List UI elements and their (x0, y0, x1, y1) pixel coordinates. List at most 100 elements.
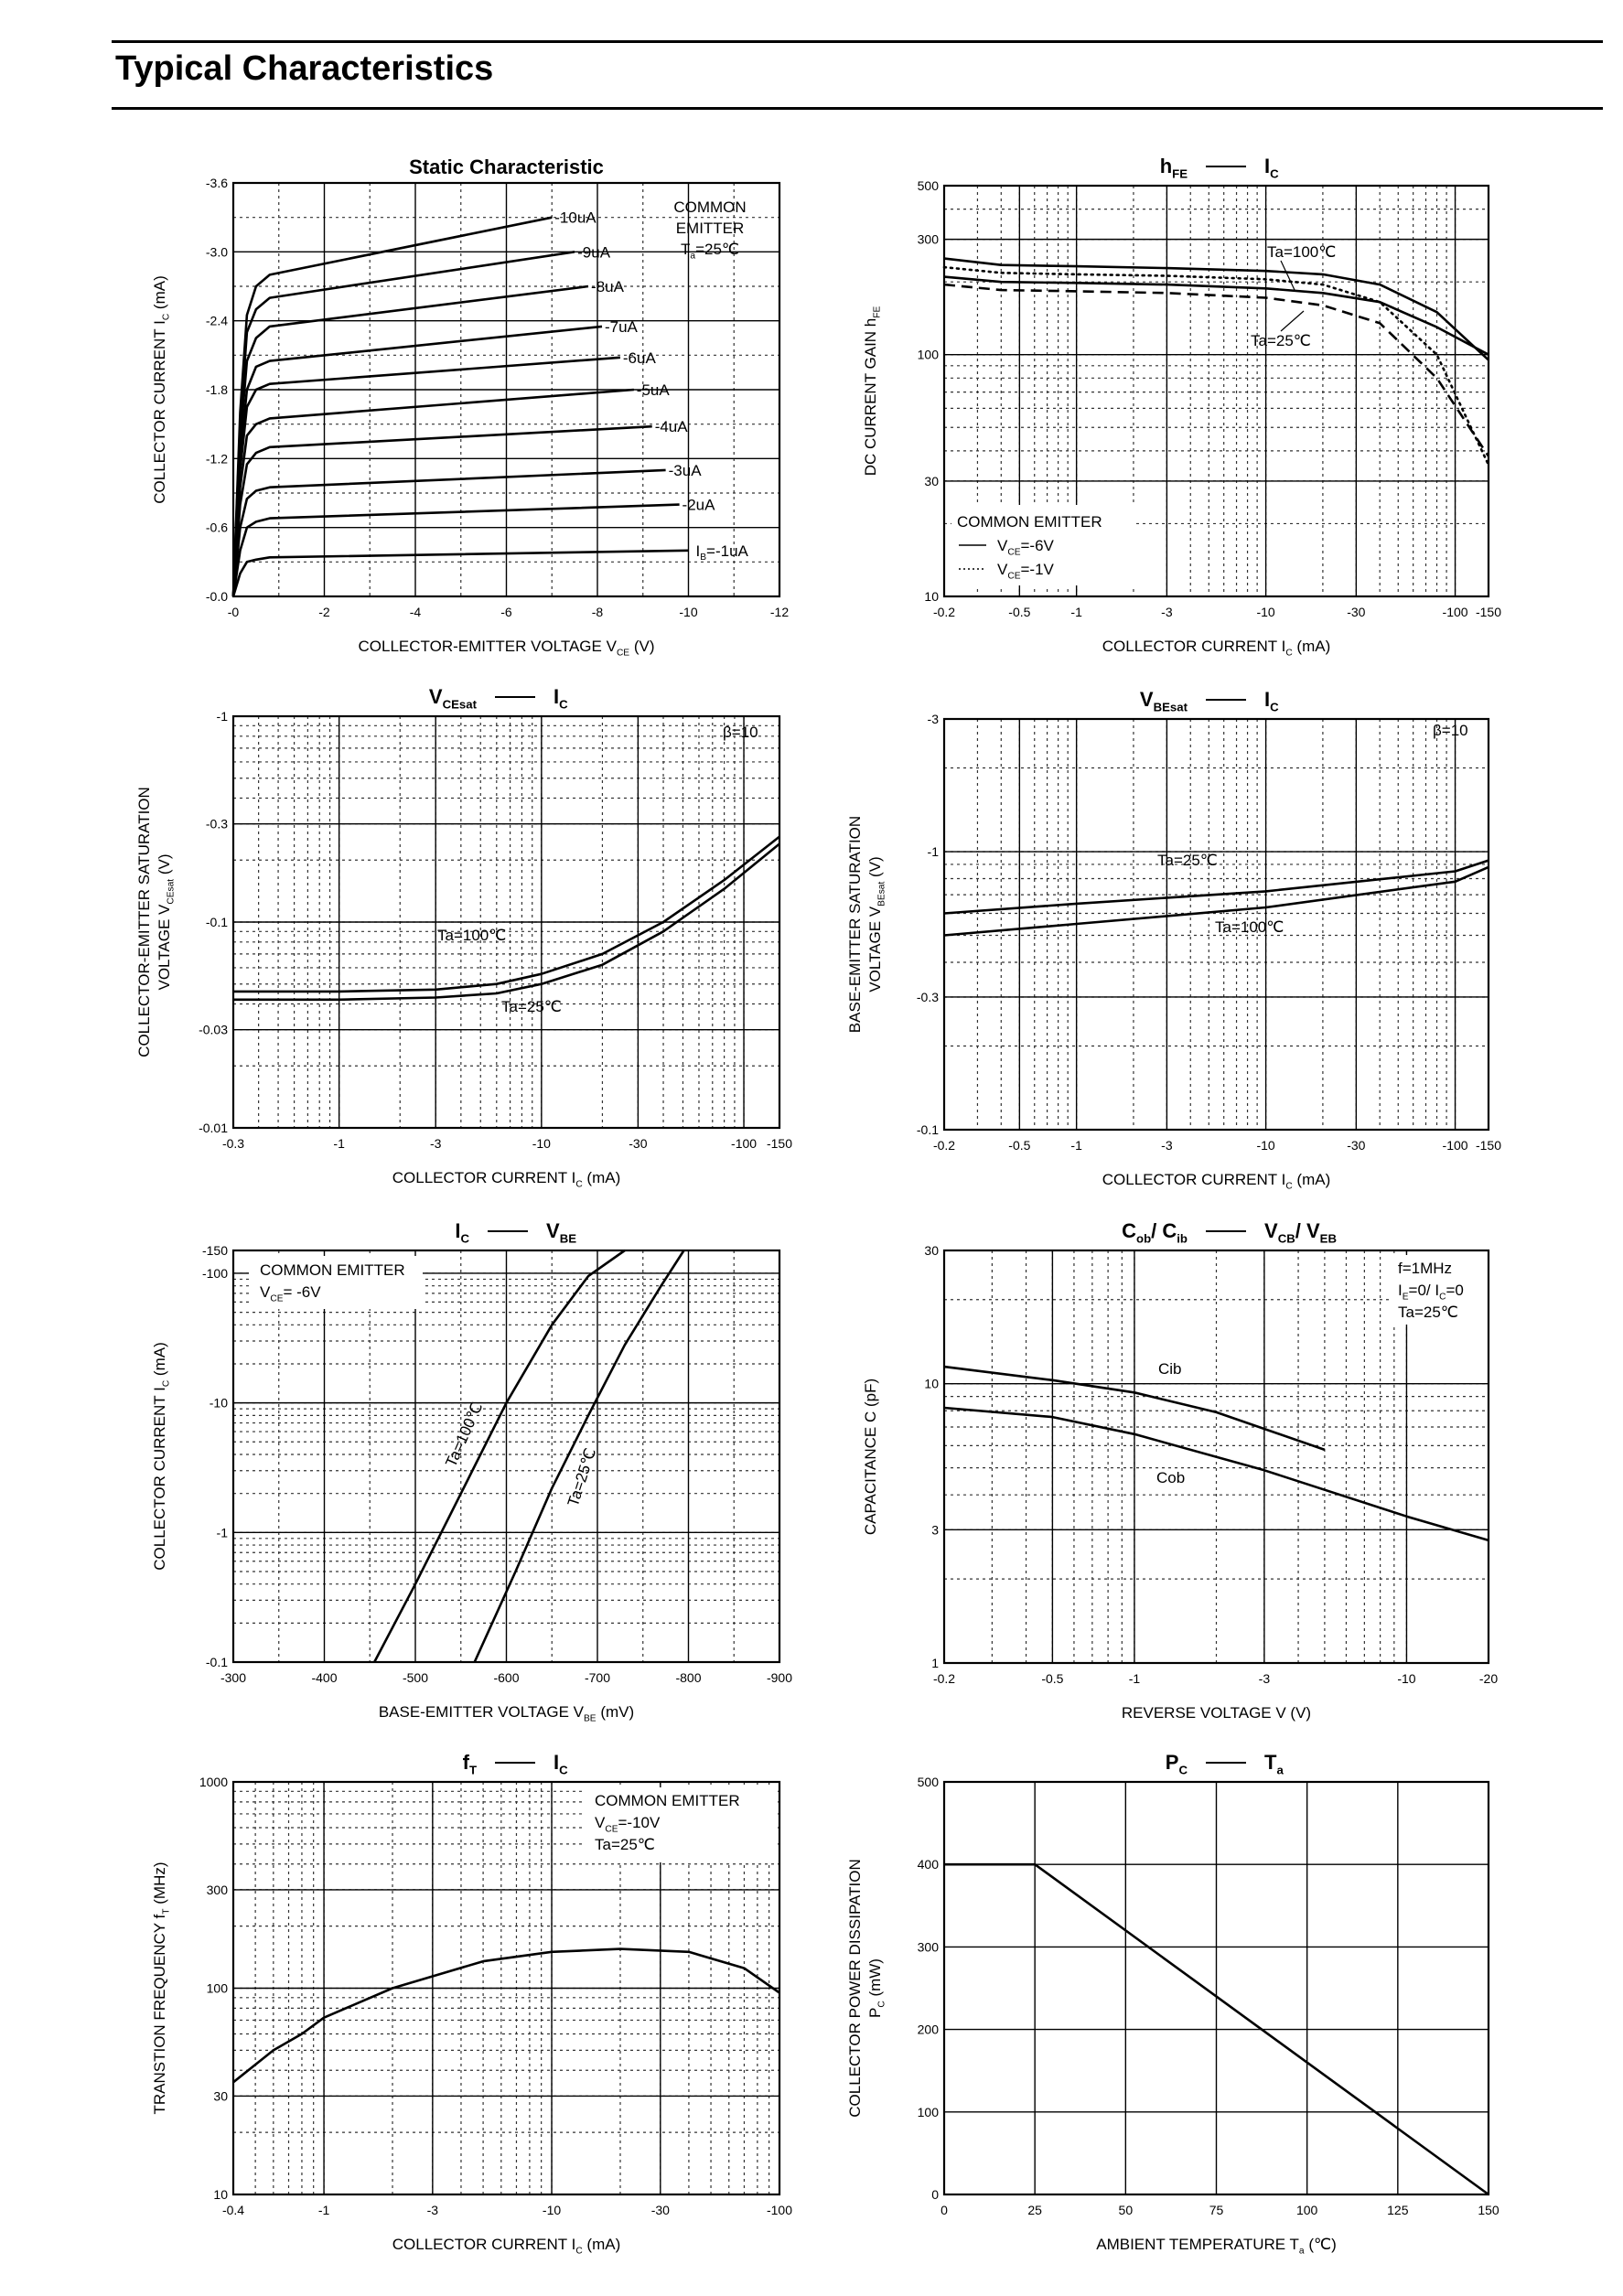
x-tick-label: -3 (1161, 605, 1173, 619)
y-tick-label: 300 (918, 1939, 940, 1954)
x-tick-label: -8 (592, 605, 604, 619)
x-tick-label: -1 (333, 1136, 345, 1151)
x-tick-label: -0.4 (222, 2203, 244, 2217)
y-tick-label: -1.8 (206, 382, 228, 397)
chart-vcesat: -0.3 -1 -3 -10 -30 -100 -150 -0.01 -0.03 -0.1 -0.3… (135, 685, 792, 1189)
y-tick-label: 300 (207, 1883, 229, 1897)
y-tick-label: 3 (931, 1522, 939, 1537)
x-tick-label: -1 (1129, 1671, 1141, 1686)
y-axis-label: COLLECTOR CURRENT IC (mA) (151, 275, 171, 503)
leader-line (1280, 310, 1305, 332)
y-tick-label: -1 (217, 709, 229, 724)
chart-title-left: VCEsat (429, 685, 478, 712)
chart-title-left: VBEsat (1140, 688, 1188, 714)
y-tick-label: 30 (213, 2088, 228, 2103)
legend-title: COMMON EMITTER (957, 513, 1102, 531)
chart-title-right: IC (554, 1751, 568, 1777)
y-tick-label: 1 (931, 1656, 939, 1670)
annotation: β=10 (723, 724, 758, 741)
y-tick-label: -0.01 (199, 1121, 228, 1135)
series-line (231, 549, 689, 597)
series-label: -5uA (637, 381, 671, 399)
x-tick-label: -30 (1347, 605, 1365, 619)
annotation: COMMON EMITTER (595, 1792, 740, 1809)
grid (943, 1781, 1489, 2195)
x-tick-label: -0.3 (222, 1136, 244, 1151)
series-line (943, 275, 1489, 356)
x-tick-label: 150 (1478, 2203, 1499, 2217)
chart-title-left: fT (463, 1751, 477, 1777)
x-tick-label: -100 (731, 1136, 757, 1151)
series-label: Ta=100℃ (437, 927, 506, 944)
x-tick-label: -20 (1479, 1671, 1498, 1686)
y-tick-label: -3.0 (206, 244, 228, 259)
y-tick-label: 10 (213, 2187, 228, 2202)
y-axis-label-2: VOLTAGE VCEsat (V) (156, 854, 176, 991)
y-tick-label: 0 (931, 2187, 939, 2202)
annotation: VCE=-10V (595, 1814, 661, 1834)
chart-pc: 0 25 50 75 100 125 150 0 100 200 300 400 500 PC Ta AMBI… (846, 1751, 1499, 2256)
x-axis-label: COLLECTOR CURRENT IC (mA) (1102, 1171, 1330, 1191)
series-line (231, 503, 680, 597)
series-label: -7uA (605, 318, 639, 336)
x-tick-label: -500 (403, 1670, 428, 1685)
x-tick-label: -0.5 (1041, 1671, 1063, 1686)
x-tick-label: -30 (1347, 1138, 1365, 1153)
x-tick-label: -600 (493, 1670, 519, 1685)
x-tick-label: -900 (767, 1670, 792, 1685)
x-axis-label: COLLECTOR CURRENT IC (mA) (1102, 638, 1330, 658)
annotation: COMMON (673, 198, 746, 216)
y-tick-label: 300 (918, 232, 940, 247)
chart-cap: -0.2 -0.5 -1 -3 -10 -20 1 3 10 30 Cob/ Cib VCB/ VEB… (862, 1219, 1498, 1722)
annotation: VCE= -6V (260, 1283, 321, 1304)
x-tick-label: -3 (1161, 1138, 1173, 1153)
x-tick-label: -0.2 (933, 605, 955, 619)
x-tick-label: 75 (1209, 2203, 1224, 2217)
series-label: -10uA (554, 209, 597, 227)
y-tick-label: 10 (924, 589, 939, 604)
annotation: Ta=25℃ (1398, 1304, 1458, 1321)
y-axis-label: COLLECTOR POWER DISSIPATION (846, 1859, 864, 2117)
chart-static: -0 -2 -4 -6 -8 -10 -12 -0.0 -0.6 -1.2 -1.8 -2.4 -3.0… (151, 156, 789, 658)
y-tick-label: -1 (217, 1525, 229, 1540)
y-tick-label: -1.2 (206, 451, 228, 466)
series-line (943, 859, 1489, 915)
annotation: EMITTER (676, 220, 745, 237)
chart-title-left: Cob/ Cib (1122, 1219, 1188, 1246)
chart-title-left: hFE (1160, 155, 1188, 181)
series-line (231, 216, 553, 597)
y-axis-label: COLLECTOR-EMITTER SATURATION (135, 787, 153, 1057)
series-label: -6uA (623, 349, 657, 367)
x-tick-label: -10 (1397, 1671, 1415, 1686)
x-tick-label: -1 (1070, 605, 1082, 619)
chart-title-right: VBE (546, 1219, 576, 1246)
x-tick-label: -6 (500, 605, 512, 619)
y-tick-label: -100 (202, 1266, 228, 1281)
x-tick-label: -0.2 (933, 1138, 955, 1153)
x-tick-label: -100 (767, 2203, 792, 2217)
series-label: -2uA (683, 497, 716, 514)
x-tick-label: -1 (1070, 1138, 1082, 1153)
legend-bg (249, 1256, 423, 1309)
plot-frame (942, 1780, 1490, 2196)
y-tick-label: 100 (207, 1981, 229, 1996)
chart-title: Static Characteristic (409, 156, 604, 178)
y-tick-label: 500 (918, 178, 940, 193)
annotation: IE=0/ IC=0 (1398, 1282, 1464, 1302)
series-label: -4uA (655, 418, 689, 435)
chart-hfe: -0.2 -0.5 -1 -3 -10 -30 -100 -150 10 30 100 300 500 h… (862, 155, 1501, 658)
series-label: IB=-1uA (696, 542, 749, 563)
x-tick-label: 50 (1119, 2203, 1134, 2217)
y-tick-label: -0.03 (199, 1023, 228, 1037)
plot-frame (942, 717, 1490, 1132)
y-tick-label: 500 (918, 1775, 940, 1789)
y-tick-label: 100 (918, 2105, 940, 2119)
x-axis-label: AMBIENT TEMPERATURE Ta (℃) (1096, 2236, 1336, 2256)
header-rule-bottom (112, 107, 1603, 110)
x-tick-label: 0 (940, 2203, 948, 2217)
y-tick-label: -0.3 (206, 817, 228, 831)
chart-title-right: Ta (1264, 1751, 1284, 1777)
x-tick-label: -150 (1476, 1138, 1501, 1153)
series-label: Ta=100℃ (442, 1400, 486, 1470)
x-axis-label: BASE-EMITTER VOLTAGE VBE (mV) (379, 1703, 634, 1723)
